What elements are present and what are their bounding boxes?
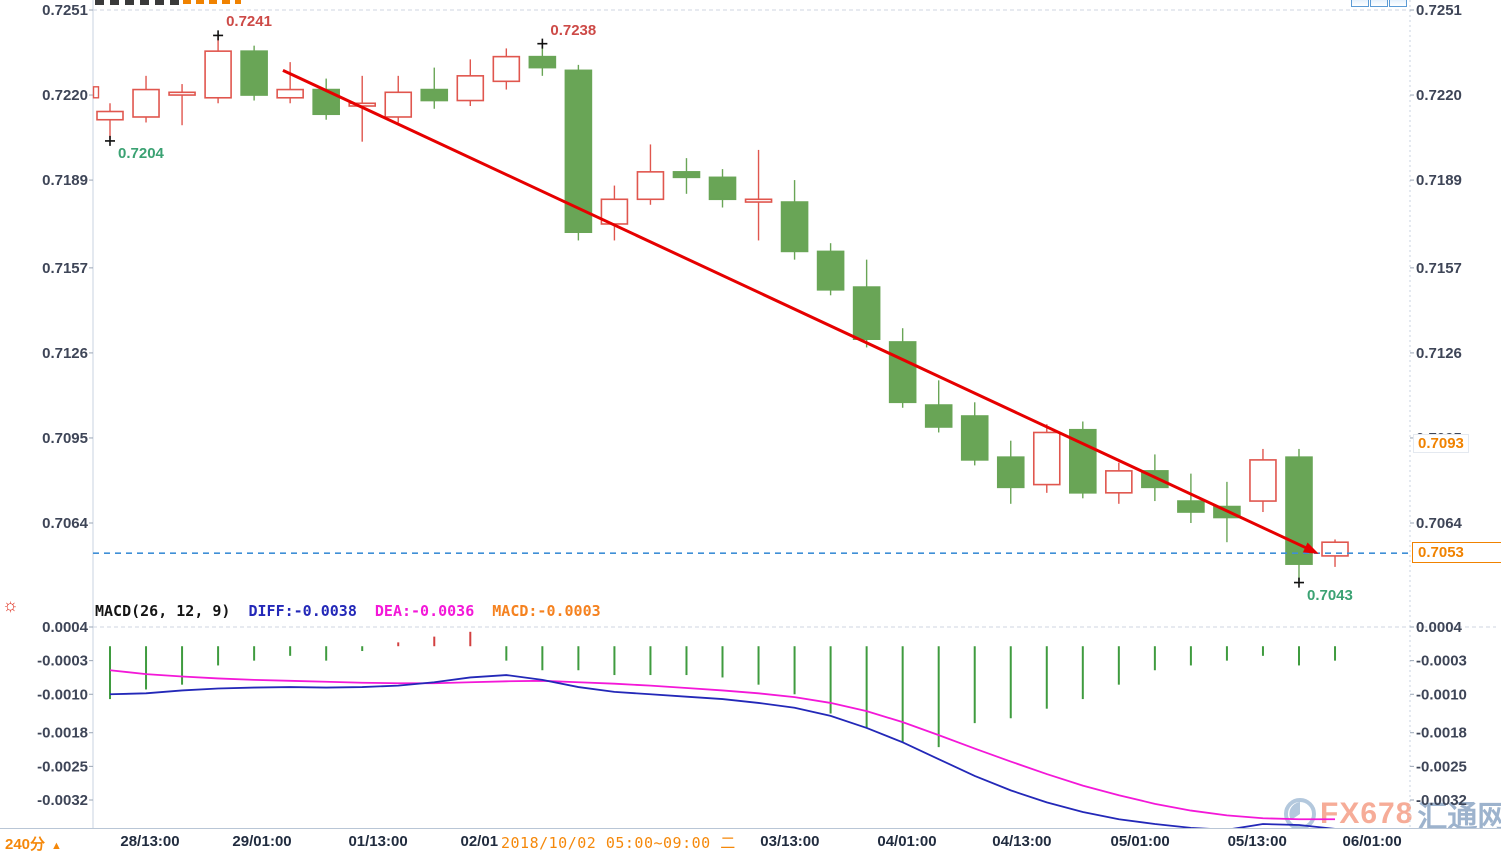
candle-up [744, 198, 773, 203]
interval-dropdown-arrow-icon: ▲ [51, 840, 62, 852]
macd-y-tick-label-right: 0.0004 [1416, 619, 1463, 636]
trendline [282, 68, 1313, 552]
high-price-marker-label: 0.7241 [226, 13, 272, 31]
macd-dea-value: DEA:-0.0036 [374, 602, 475, 620]
macd-macd-value: MACD:-0.0003 [492, 602, 601, 620]
hover-time-tooltip: 2018/10/02 05:00~09:00 二 [498, 832, 739, 852]
macd-y-tick-label-left: -0.0032 [37, 792, 88, 809]
macd-y-tick-label-right: -0.0003 [1416, 653, 1467, 670]
dea-line [109, 669, 1336, 821]
macd-y-tick-label-left: -0.0025 [37, 758, 88, 775]
candle-up [384, 91, 413, 118]
low-price-marker-label: 0.7204 [118, 144, 164, 162]
main-y-tick-label-right: 0.7157 [1416, 260, 1462, 277]
session-price-tag: 0.7093 [1413, 434, 1469, 454]
candle-down [240, 50, 268, 96]
candle-up [276, 88, 304, 99]
diff-line [109, 674, 1336, 831]
candle-up [132, 88, 160, 118]
candle-down [852, 286, 881, 340]
candle-up [636, 171, 665, 201]
candle-up [1105, 470, 1133, 494]
candle-down [816, 250, 845, 291]
candle-up [168, 91, 196, 96]
main-y-tick-label-left: 0.7064 [42, 515, 89, 532]
macd-y-tick-label-left: -0.0010 [37, 686, 88, 703]
high-price-marker-label: 0.7238 [550, 21, 597, 39]
main-y-tick-label-right: 0.7189 [1416, 172, 1462, 189]
time-tick-label: 04/01:00 [877, 833, 937, 850]
main-y-tick-label-left: 0.7095 [42, 430, 88, 447]
candle-up [492, 55, 521, 83]
candle-down [708, 176, 737, 201]
time-tick-label: 03/13:00 [760, 833, 820, 850]
extreme-cross-marker [213, 30, 224, 41]
candle-down [780, 201, 809, 253]
window-button-1[interactable] [1351, 0, 1369, 7]
clipped-edge-candle [92, 86, 100, 99]
time-tick-label: 01/13:00 [348, 833, 408, 850]
extreme-cross-marker [1293, 577, 1304, 588]
extreme-cross-marker [105, 135, 115, 146]
candle-down [1069, 428, 1097, 494]
time-tick-label: 29/01:00 [232, 833, 292, 850]
time-tick-label: 05/01:00 [1110, 833, 1170, 850]
macd-y-tick-label-right: -0.0018 [1416, 725, 1467, 742]
macd-y-tick-label-left: -0.0018 [37, 725, 88, 742]
window-button-3[interactable] [1389, 0, 1407, 7]
time-tick-label: 04/13:00 [992, 833, 1052, 850]
sun-icon[interactable]: ☼ [2, 595, 19, 615]
main-y-tick-label-left: 0.7251 [42, 2, 88, 19]
extreme-cross-marker [537, 38, 548, 49]
candle-up [1249, 459, 1277, 502]
interval-label: 240分 [5, 836, 46, 852]
candle-down [528, 55, 557, 69]
main-y-tick-label-right: 0.7220 [1416, 87, 1462, 104]
main-y-tick-label-left: 0.7189 [42, 172, 88, 189]
candle-up [204, 50, 232, 99]
macd-y-tick-label-right: -0.0032 [1416, 792, 1467, 809]
main-y-tick-label-right: 0.7251 [1416, 2, 1462, 19]
interval-selector[interactable]: 240分 ▲ [5, 833, 62, 852]
main-y-tick-label-left: 0.7157 [42, 260, 88, 277]
main-y-tick-label-right: 0.7064 [1416, 515, 1463, 532]
candle-down [888, 341, 917, 404]
candle-down [996, 456, 1025, 489]
current-price-tag: 0.7053 [1412, 542, 1501, 564]
main-y-tick-label-left: 0.7220 [42, 87, 88, 104]
candle-down [960, 415, 989, 461]
macd-y-tick-label-right: -0.0025 [1416, 758, 1467, 775]
main-y-tick-label-left: 0.7126 [42, 345, 88, 362]
candle-down [1177, 500, 1205, 513]
time-tick-label: 06/01:00 [1342, 833, 1402, 850]
trendline-arrowhead [1302, 542, 1319, 554]
watermark-brand: FX678 [1320, 797, 1414, 830]
candle-down [420, 88, 449, 102]
macd-y-tick-label-left: 0.0004 [42, 619, 89, 636]
time-tick-label: 28/13:00 [120, 833, 180, 850]
clipped-title-fragments [95, 0, 179, 5]
macd-y-tick-label-right: -0.0010 [1416, 686, 1467, 703]
clipped-title-price-fragments [183, 0, 241, 4]
macd-diff-value: DIFF:-0.0038 [248, 602, 357, 620]
time-tick-label: 05/13:00 [1227, 833, 1287, 850]
time-axis: 240分 ▲ 28/13:00 29/01:00 01/13:00 02/01:00 03… [0, 828, 1501, 852]
macd-header: MACD(26, 12, 9) DIFF:-0.0038 DEA:-0.0036… [95, 602, 610, 620]
candle-down [672, 171, 701, 179]
window-button-2[interactable] [1370, 0, 1388, 7]
macd-y-tick-label-left: -0.0003 [37, 653, 88, 670]
candle-up [96, 110, 124, 121]
candle-down [924, 404, 953, 428]
macd-params-label: MACD(26, 12, 9) [95, 602, 231, 620]
low-price-marker-label: 0.7043 [1306, 586, 1353, 604]
main-y-tick-label-right: 0.7126 [1416, 345, 1462, 362]
candle-up [1032, 431, 1061, 486]
candle-up [456, 75, 485, 102]
